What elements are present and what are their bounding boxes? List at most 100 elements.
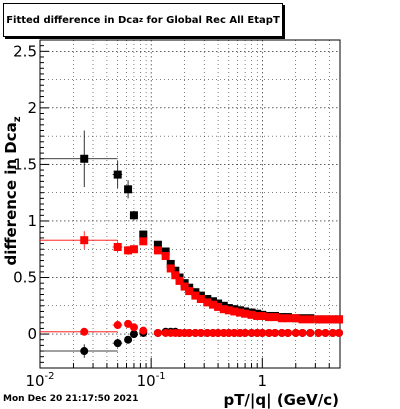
data-point <box>306 328 315 337</box>
data-point <box>80 327 89 336</box>
data-point <box>124 246 133 255</box>
data-point <box>113 170 122 179</box>
data-point <box>171 271 180 280</box>
data-point <box>185 328 194 337</box>
chart-title-subscript: z <box>138 16 144 24</box>
x-tick-label: 10-2 <box>25 371 54 390</box>
data-point <box>180 282 189 291</box>
data-point <box>129 245 138 254</box>
data-point <box>247 310 256 319</box>
data-point <box>124 319 133 328</box>
data-point <box>241 309 250 318</box>
data-point <box>298 315 307 324</box>
data-point <box>277 314 286 323</box>
data-point <box>291 328 300 337</box>
data-point <box>153 328 162 337</box>
data-point <box>230 328 239 337</box>
data-point <box>80 347 89 356</box>
series-3 <box>40 319 344 337</box>
y-tick-label: 1.5 <box>13 155 37 173</box>
data-point <box>129 323 138 332</box>
data-point <box>328 315 337 324</box>
chart-title-suffix: for Global Rec All EtapT <box>143 14 280 26</box>
data-point <box>224 306 233 315</box>
data-point <box>335 328 344 337</box>
data-point <box>253 311 262 320</box>
data-point <box>283 328 292 337</box>
data-point <box>113 339 122 348</box>
data-point <box>166 264 175 273</box>
data-point <box>258 328 267 337</box>
data-point <box>191 328 200 337</box>
data-point <box>166 259 175 268</box>
data-point <box>283 314 292 323</box>
x-tick-label: 10-1 <box>137 371 166 390</box>
data-point <box>203 328 212 337</box>
axes: 0 0.5 1 1.5 2 2.5 10-2 10-1 1 <box>13 39 341 390</box>
x-tick-label: 1 <box>258 372 268 390</box>
data-point <box>203 298 212 307</box>
data-point <box>80 236 89 245</box>
y-axis-label: difference in Dcaz <box>2 116 23 265</box>
data-point <box>230 307 239 316</box>
y-tick-label: 0.5 <box>13 269 37 287</box>
data-point <box>219 305 228 314</box>
data-point <box>328 328 337 337</box>
data-point <box>314 328 323 337</box>
data-point <box>80 154 89 163</box>
data-point <box>321 328 330 337</box>
y-tick-label: 2 <box>27 99 37 117</box>
data-point <box>161 247 170 256</box>
y-tick-label: 2.5 <box>13 42 37 60</box>
data-point <box>314 315 323 324</box>
timestamp: Mon Dec 20 21:17:50 2021 <box>3 394 139 404</box>
data-point <box>196 295 205 304</box>
data-point <box>247 328 256 337</box>
y-axis-label-sub: z <box>12 116 23 122</box>
data-point <box>306 315 315 324</box>
series-1 <box>40 231 344 324</box>
data-point <box>139 230 148 239</box>
data-series <box>40 130 344 358</box>
data-point <box>113 242 122 251</box>
data-point <box>298 328 307 337</box>
data-point <box>124 185 133 194</box>
data-point <box>241 328 250 337</box>
data-point <box>139 237 148 246</box>
data-point <box>291 314 300 323</box>
data-point <box>214 328 223 337</box>
data-point <box>139 326 148 335</box>
data-point <box>265 313 274 322</box>
data-point <box>208 300 217 309</box>
chart-title-prefix: Fitted difference in Dca <box>6 14 139 26</box>
data-point <box>270 328 279 337</box>
x-axis-label: pT/|q| (GeV/c) <box>223 391 339 409</box>
chart-title: Fitted difference in Dca z for Global Rec… <box>3 3 283 37</box>
data-point <box>335 315 344 324</box>
data-point <box>171 266 180 275</box>
y-tick-label: 0 <box>27 325 37 343</box>
data-point <box>265 328 274 337</box>
data-point <box>321 315 330 324</box>
data-point <box>214 302 223 311</box>
data-point <box>129 211 138 220</box>
y-axis-label-main: difference in Dca <box>2 122 20 265</box>
data-point <box>153 240 162 249</box>
data-point <box>153 246 162 255</box>
data-point <box>175 276 184 285</box>
data-point <box>113 321 122 330</box>
data-point <box>258 311 267 320</box>
data-point <box>124 335 133 344</box>
data-point <box>191 291 200 300</box>
data-point <box>196 328 205 337</box>
data-point <box>277 328 286 337</box>
data-point <box>270 313 279 322</box>
y-tick-label: 1 <box>27 212 37 230</box>
data-point <box>129 330 138 339</box>
data-point <box>236 308 245 317</box>
data-point <box>224 328 233 337</box>
data-point <box>185 287 194 296</box>
grid <box>39 40 340 368</box>
data-point <box>161 252 170 261</box>
